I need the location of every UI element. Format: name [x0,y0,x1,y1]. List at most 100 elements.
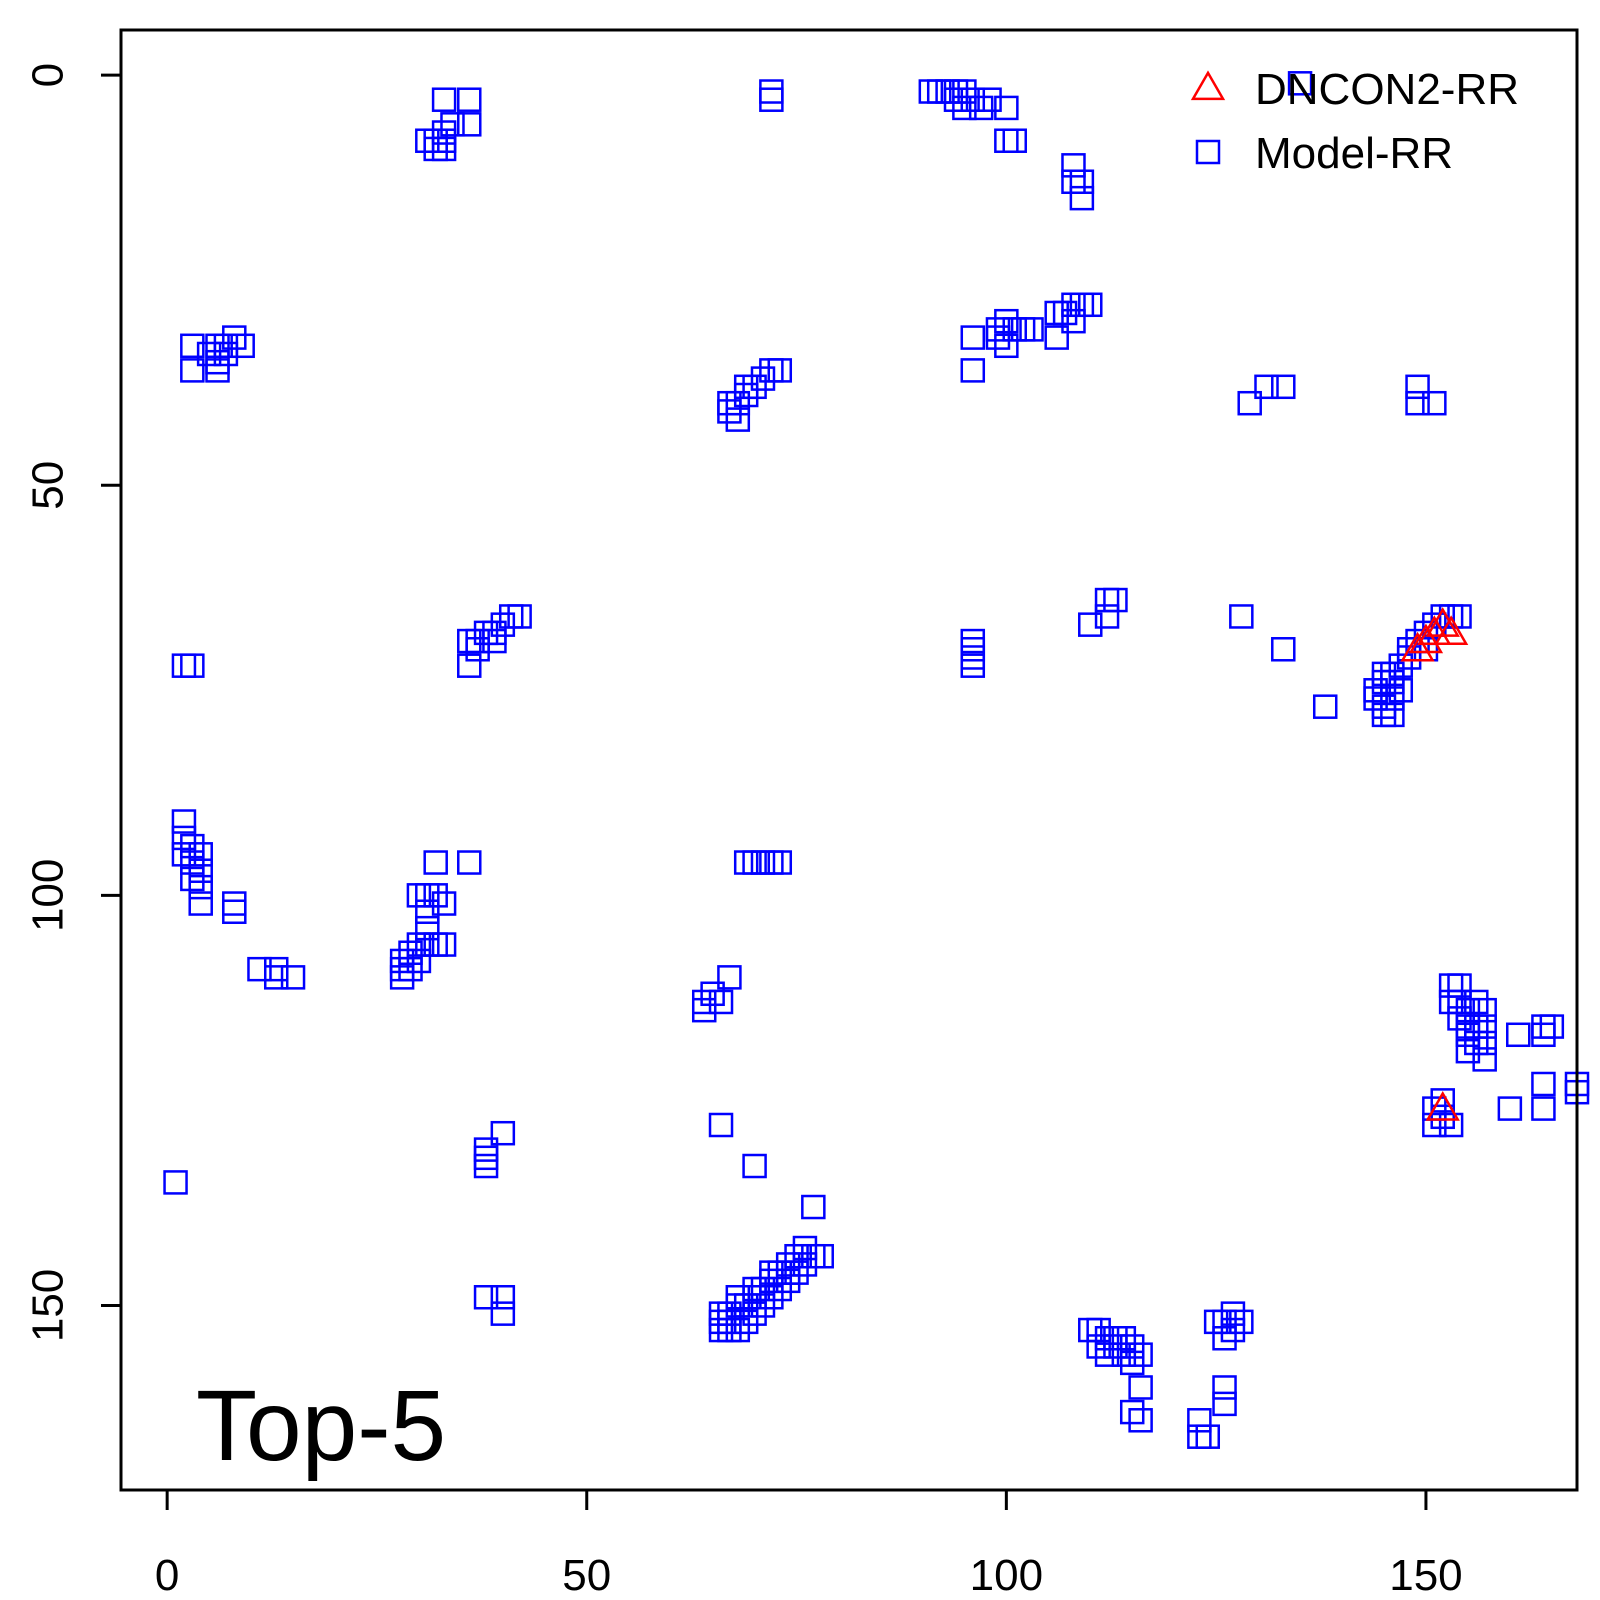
model-rr-point [1312,694,1338,719]
model-rr-point [1472,1030,1497,1056]
model-rr-point [717,965,742,990]
model-rr-point [415,915,440,941]
model-rr-point [1531,1071,1556,1097]
model-rr-point [767,358,793,383]
model-rr-point [960,325,986,350]
model-rr-point [1119,1350,1145,1376]
model-rr-point [171,842,197,867]
model-rr-point [1455,1022,1481,1048]
model-rr-point [733,1293,759,1318]
model-rr-point [717,1309,742,1335]
model-rr-point [180,833,205,859]
model-rr-point [1128,1342,1153,1367]
model-rr-point [180,333,205,359]
model-rr-point [423,883,448,908]
model-rr-point [1287,71,1313,96]
model-rr-point [750,366,776,391]
model-rr-point [960,87,986,112]
dncon2-rr-point [1417,615,1452,646]
model-rr-point [1078,292,1103,318]
model-rr-point [994,95,1019,121]
model-rr-point [985,325,1011,350]
model-rr-point [708,1112,734,1138]
model-rr-point [742,1301,767,1326]
model-rr-point [490,1120,516,1146]
x-tick-label: 150 [1389,1551,1462,1600]
model-rr-point [742,1276,767,1302]
x-tick-label: 100 [970,1551,1043,1600]
model-rr-point [691,997,717,1023]
model-rr-point [725,1317,751,1343]
y-tick-label: 100 [24,859,73,932]
model-rr-point [1187,1424,1212,1449]
model-rr-point [1069,169,1095,194]
model-rr-point [163,1170,188,1195]
model-rr-point [1010,317,1036,342]
model-rr-point [952,79,977,104]
model-rr-point [708,1317,734,1343]
axes-layer: 0 50 100 150 0 50 100 150 [24,63,1463,1600]
model-rr-point [1271,374,1296,400]
model-rr-point [389,956,415,982]
model-rr-point [1187,1408,1212,1433]
model-rr-point [431,932,457,957]
model-rr-point [1271,637,1296,662]
model-rr-point [1371,661,1397,687]
dncon2-rr-point [1408,623,1444,654]
model-rr-point [994,308,1019,334]
model-rr-point [1464,989,1489,1015]
model-rr-point [1229,604,1254,629]
model-rr-point [1380,686,1405,711]
model-rr-point [230,333,255,359]
model-rr-point [1052,300,1078,326]
y-tick-label: 150 [24,1269,73,1342]
model-rr-point [1472,1047,1497,1072]
model-rr-point [1212,1309,1237,1335]
model-rr-point [188,891,213,916]
model-rr-point [431,136,457,162]
model-rr-point [1447,1006,1472,1031]
model-rr-point [968,95,994,121]
model-rr-point [1069,185,1095,211]
model-rr-point [784,1243,809,1269]
model-rr-point [180,850,205,875]
model-rr-point [431,87,457,112]
model-rr-point [759,1260,784,1285]
top-k-annotation: Top-5 [196,1370,446,1482]
model-rr-point [1472,997,1497,1023]
legend: DNCON2-RR Model-RR [1190,65,1519,178]
model-rr-point [1061,153,1086,178]
model-rr-point [943,87,969,112]
model-rr-point [1111,1326,1137,1351]
legend-marker-model-rr [1195,139,1221,165]
model-rr-point [1455,997,1481,1023]
model-rr-point [180,653,205,678]
legend-marker-dncon2-rr [1190,70,1226,101]
model-rr-point [1380,702,1405,728]
model-rr-point [994,333,1019,359]
x-tick-label: 0 [155,1551,179,1600]
model-rr-point [708,989,734,1015]
model-rr-point [977,87,1002,112]
model-rr-point [507,604,532,629]
model-rr-point [1254,374,1279,400]
model-rr-point [1103,587,1128,613]
model-rr-point [767,850,793,875]
model-rr-point [1388,653,1414,678]
model-rr-point [457,112,482,137]
model-rr-point [457,87,482,112]
model-rr-point [1086,1334,1111,1359]
plot-frame [119,28,1579,1492]
model-rr-point [490,1284,516,1310]
model-rr-point [1405,374,1430,400]
model-rr-point [473,1153,499,1179]
model-rr-point [415,899,440,924]
model-rr-point [490,612,516,637]
model-rr-point [1212,1375,1237,1400]
model-rr-point [180,866,205,892]
dncon2-rr-point [1425,1091,1460,1121]
model-rr-point [171,809,197,834]
model-rr-point [188,874,213,900]
model-rr-point [1497,1096,1523,1121]
model-rr-point [482,628,507,654]
